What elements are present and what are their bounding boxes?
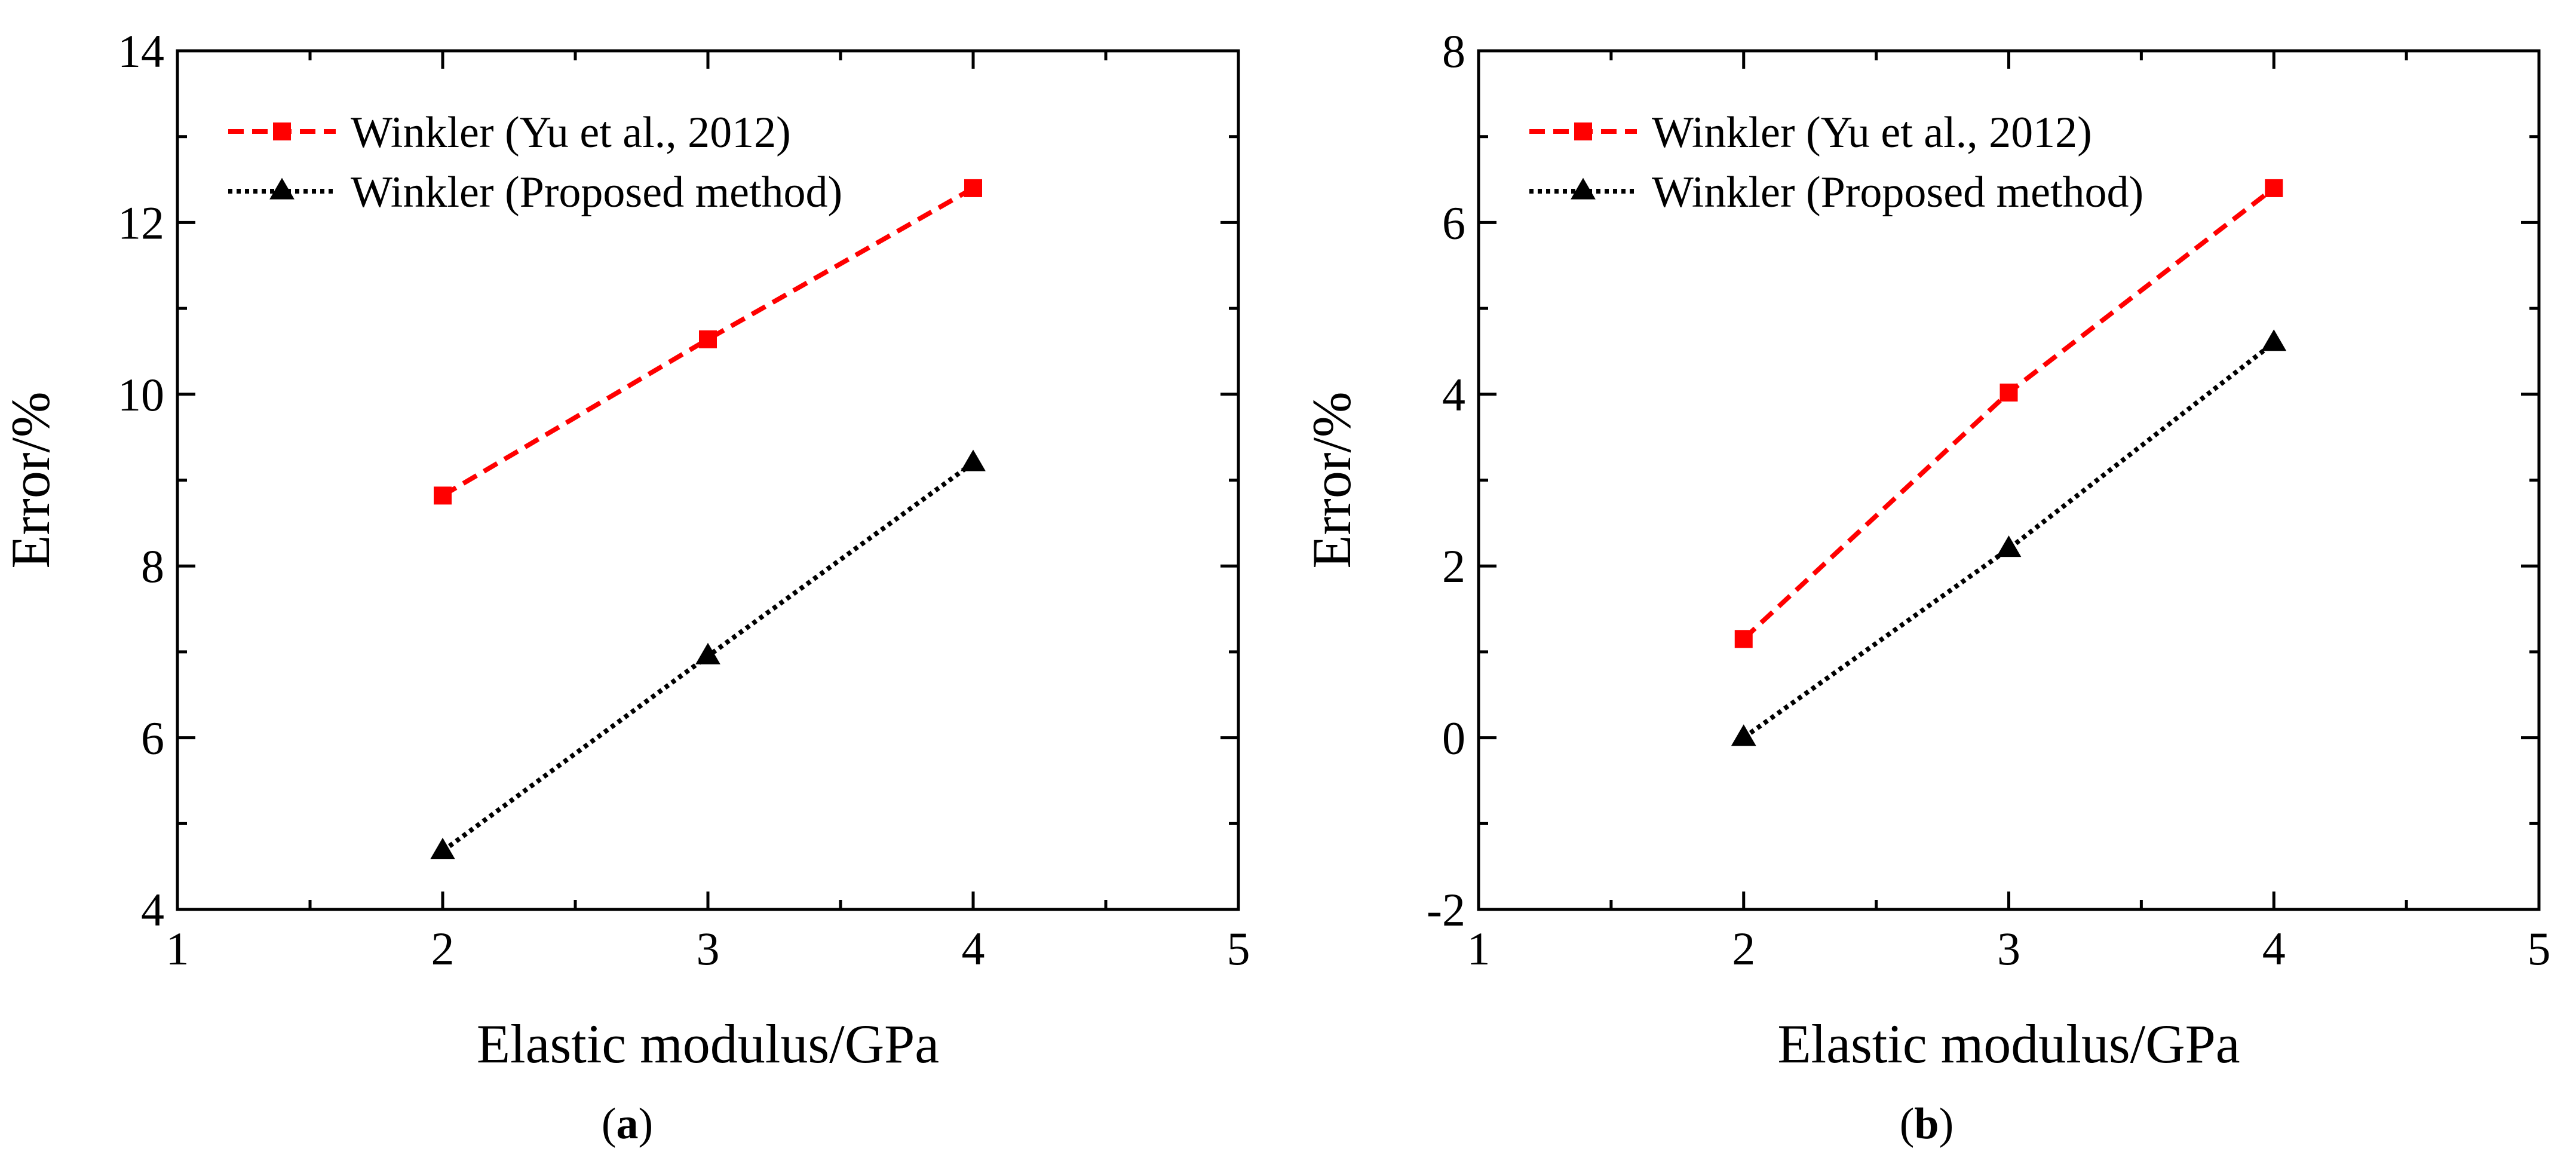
legend: Winkler (Yu et al., 2012) Winkler (Propos… xyxy=(228,108,842,217)
y-tick-label: 10 xyxy=(118,369,164,421)
data-point xyxy=(2261,329,2287,351)
panel-caption: (a) xyxy=(602,1099,653,1148)
x-tick-label: 5 xyxy=(1227,923,1250,975)
series-proposed xyxy=(1731,329,2287,746)
y-tick-label: 12 xyxy=(118,197,164,249)
data-point xyxy=(1731,724,1756,746)
legend-label: Winkler (Proposed method) xyxy=(351,168,842,217)
legend-marker xyxy=(1571,177,1596,200)
x-tick-label: 4 xyxy=(962,923,985,975)
series-yu-et-al xyxy=(1734,179,2283,648)
panel-caption: (b) xyxy=(1900,1099,1954,1148)
x-tick-label: 2 xyxy=(1732,923,1755,975)
data-point xyxy=(434,486,452,505)
data-point xyxy=(1734,630,1753,648)
x-axis-title: Elastic modulus/GPa xyxy=(477,1013,939,1074)
x-tick-label: 2 xyxy=(431,923,455,975)
y-tick-label: 6 xyxy=(1442,197,1465,249)
panel-caption-letter: a xyxy=(617,1099,639,1148)
y-tick-label: 4 xyxy=(141,884,164,936)
legend-marker xyxy=(269,177,295,200)
data-point xyxy=(961,449,986,471)
series-line xyxy=(441,186,974,498)
legend-label: Winkler (Yu et al., 2012) xyxy=(1652,108,2092,157)
y-tick-label: 0 xyxy=(1442,712,1465,764)
data-point xyxy=(430,837,455,859)
x-axis-title: Elastic modulus/GPa xyxy=(1777,1013,2240,1074)
x-tick-label: 1 xyxy=(166,923,189,975)
legend-marker xyxy=(273,122,291,140)
y-axis-title: Error/% xyxy=(0,391,61,568)
x-tick-label: 3 xyxy=(1997,923,2020,975)
data-point xyxy=(1996,535,2022,557)
y-tick-label: 2 xyxy=(1442,540,1465,592)
series-line xyxy=(1742,186,2276,641)
y-tick-label: 8 xyxy=(141,540,164,592)
y-tick-label: 14 xyxy=(118,25,164,77)
series-proposed xyxy=(430,449,986,859)
series-yu-et-al xyxy=(434,179,982,505)
x-tick-label: 5 xyxy=(2528,923,2551,975)
panel-caption-letter: b xyxy=(1914,1099,1939,1148)
y-axis-title: Error/% xyxy=(1301,391,1362,568)
y-tick-label: -2 xyxy=(1427,884,1465,936)
x-tick-label: 4 xyxy=(2262,923,2286,975)
data-point xyxy=(2000,383,2018,402)
data-point xyxy=(695,642,720,664)
x-tick-label: 1 xyxy=(1467,923,1491,975)
y-tick-label: 6 xyxy=(141,712,164,764)
data-point xyxy=(699,330,717,348)
legend-marker xyxy=(1574,122,1592,140)
y-tick-label: 4 xyxy=(1442,369,1465,421)
y-tick-label: 8 xyxy=(1442,25,1465,77)
data-point xyxy=(2265,179,2283,197)
legend: Winkler (Yu et al., 2012) Winkler (Propos… xyxy=(1529,108,2143,217)
data-point xyxy=(964,179,982,197)
legend-label: Winkler (Proposed method) xyxy=(1652,168,2143,217)
x-tick-label: 3 xyxy=(697,923,720,975)
chart-panel-b: 1 2 3 4 5 -2 0 2 4 6 8 Elastic modulus/GPa Error/% Wi… xyxy=(1301,25,2551,1148)
legend-label: Winkler (Yu et al., 2012) xyxy=(351,108,791,157)
